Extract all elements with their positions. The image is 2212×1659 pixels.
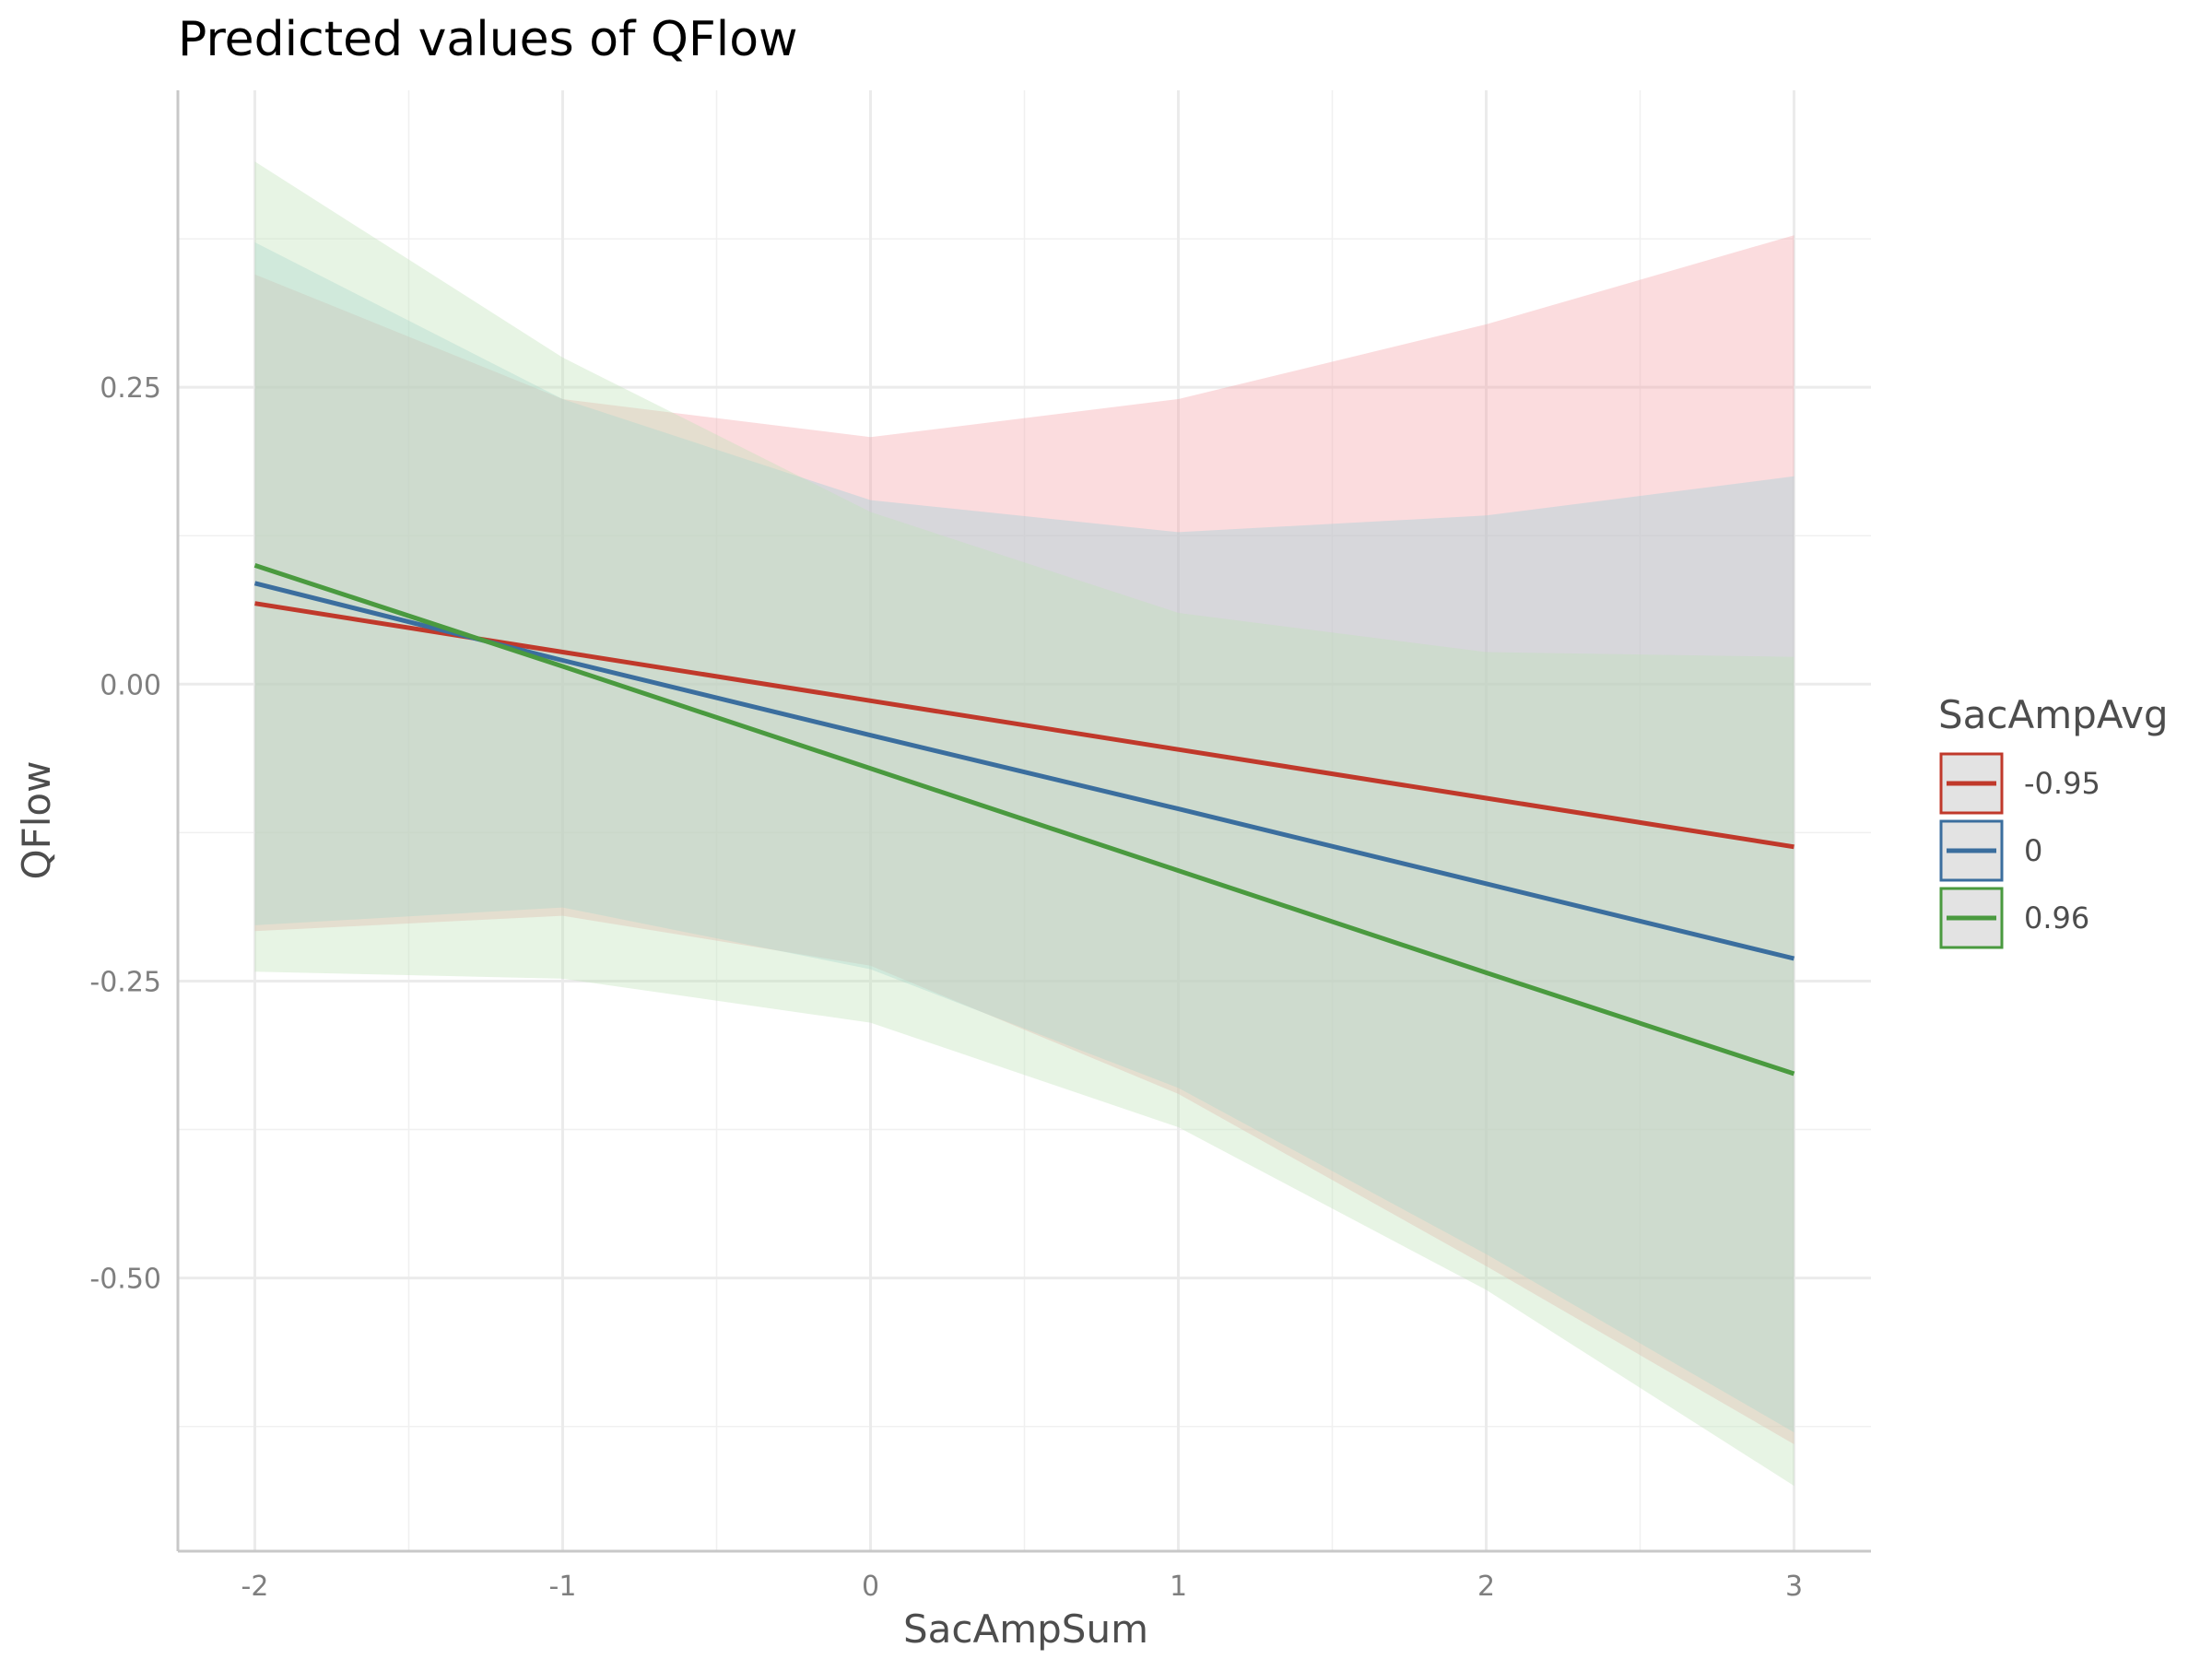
legend-label: -0.95 <box>2024 766 2100 801</box>
y-tick-label: 0.25 <box>100 372 161 405</box>
y-tick-label: 0.00 <box>100 669 161 701</box>
x-tick-label: -1 <box>549 1571 577 1603</box>
confidence-bands <box>254 161 1794 1487</box>
series-line-2 <box>253 563 1795 1077</box>
y-tick-labels: 0.25 0.00 -0.25 -0.50 <box>89 372 161 1295</box>
y-tick-label: -0.50 <box>89 1264 161 1296</box>
legend-title: SacAmpAvg <box>1938 692 2169 737</box>
series-lines <box>253 563 1795 1077</box>
chart-title: Predicted values of QFlow <box>178 12 798 67</box>
legend-label: 0 <box>2024 833 2042 868</box>
x-axis-title: SacAmpSum <box>903 1606 1148 1652</box>
x-tick-labels: -2 -1 0 1 2 3 <box>241 1571 1804 1603</box>
ci-band-0 <box>254 235 1794 1445</box>
ci-band-1 <box>254 241 1794 1433</box>
series-line-0 <box>254 601 1794 850</box>
y-tick-label: -0.25 <box>89 966 161 998</box>
legend-label: 0.96 <box>2024 900 2089 935</box>
x-tick-label: 0 <box>862 1571 879 1603</box>
y-axis-title: QFlow <box>14 761 59 880</box>
legend: SacAmpAvg -0.95 0 0.96 <box>1938 692 2169 949</box>
legend-item: 0.96 <box>1939 887 2089 949</box>
x-tick-label: 3 <box>1785 1571 1803 1603</box>
legend-item: 0 <box>1939 819 2042 882</box>
x-tick-label: 2 <box>1477 1571 1495 1603</box>
legend-items: -0.95 0 0.96 <box>1939 752 2100 949</box>
ci-band-2 <box>254 161 1794 1487</box>
grid <box>178 90 1871 1551</box>
axes <box>176 90 1871 1553</box>
legend-item: -0.95 <box>1939 752 2100 815</box>
x-tick-label: 1 <box>1170 1571 1187 1603</box>
x-tick-label: -2 <box>241 1571 269 1603</box>
